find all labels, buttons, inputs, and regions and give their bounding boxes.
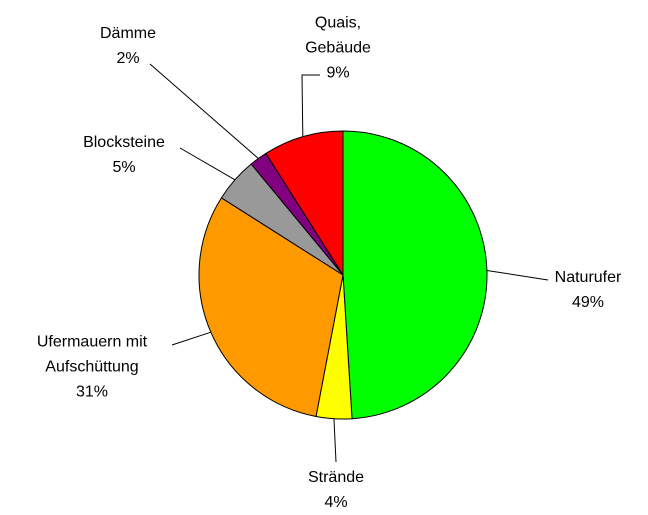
value-label: 4% — [324, 494, 348, 511]
category-label: Blocksteine — [83, 134, 165, 151]
leader-line — [486, 269, 549, 281]
pie-slice — [342, 130, 488, 420]
category-label: Quais, Gebäude — [305, 14, 371, 57]
category-label: Ufermauern mit Aufschüttung — [36, 333, 148, 376]
slice-label: Naturufer 49% — [533, 265, 643, 315]
value-label: 31% — [75, 383, 109, 401]
leader-line — [149, 63, 259, 159]
leader-line — [171, 331, 211, 346]
category-label: Dämme — [99, 25, 156, 42]
slice-label: Quais, Gebäude 9% — [293, 11, 383, 86]
slice-label: Ufermauern mit Aufschüttung 31% — [7, 330, 177, 405]
leader-line — [333, 418, 337, 463]
slice-label: Strände 4% — [291, 465, 381, 515]
category-label: Strände — [307, 469, 365, 486]
slice-label: Dämme 2% — [83, 21, 173, 71]
value-label: 5% — [112, 159, 136, 176]
pie-slice — [265, 130, 344, 277]
value-label: 9% — [326, 64, 350, 82]
category-label: Naturufer — [554, 269, 622, 286]
leader-line — [301, 74, 320, 137]
value-label: 2% — [116, 50, 140, 67]
leader-line — [179, 147, 236, 181]
slice-label: Blocksteine 5% — [64, 130, 184, 180]
value-label: 49% — [571, 294, 605, 311]
